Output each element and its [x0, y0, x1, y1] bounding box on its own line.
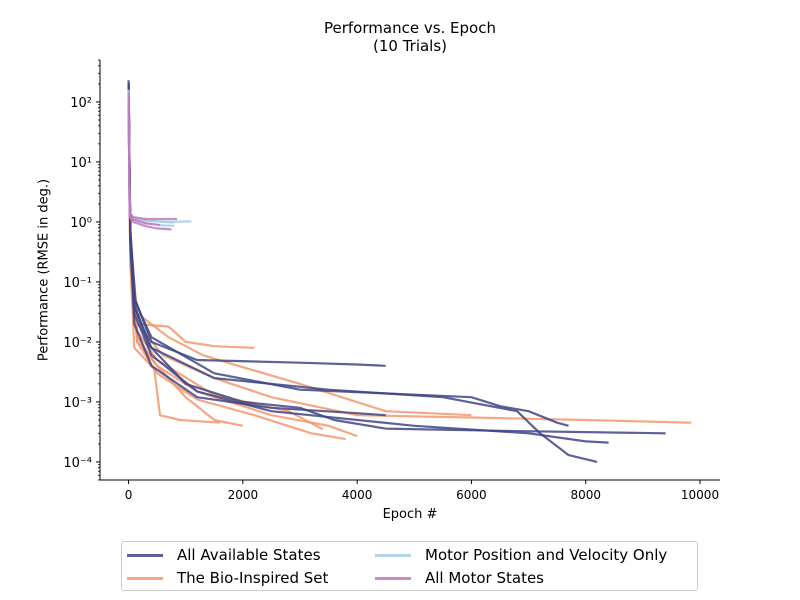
trial-line — [127, 91, 472, 417]
trial-line — [127, 99, 161, 227]
legend-item-all-motor-states: All Motor States — [375, 569, 544, 587]
series-motor-position-and-velocity-only — [127, 89, 192, 227]
trial-line — [127, 82, 666, 435]
legend-swatch — [127, 576, 163, 580]
series-layer — [127, 80, 692, 463]
legend-swatch — [127, 553, 163, 557]
x-axis-label: Epoch # — [382, 507, 438, 522]
x-tick-label: 4000 — [342, 488, 373, 502]
legend-swatch — [375, 553, 411, 557]
y-axis-label: Performance (RMSE in deg.) — [36, 178, 52, 362]
trial-line — [127, 104, 692, 424]
legend-label: Motor Position and Velocity Only — [425, 546, 668, 564]
y-tick-label: 10⁻⁴ — [63, 456, 92, 471]
legend-item-all-available-states: All Available States — [127, 546, 321, 564]
y-tick-label: 10¹ — [70, 156, 92, 171]
trial-line — [127, 93, 175, 224]
trial-line — [127, 104, 324, 431]
trial-line — [127, 97, 358, 438]
series-all-available-states — [127, 80, 666, 463]
legend-item-bio-inspired-set: The Bio-Inspired Set — [127, 569, 328, 587]
x-tick-label: 10000 — [681, 488, 719, 502]
series-the-bio-inspired-set — [127, 91, 692, 441]
y-tick-label: 10⁻¹ — [63, 276, 92, 291]
x-tick-label: 6000 — [456, 488, 487, 502]
x-tick-label: 8000 — [570, 488, 601, 502]
y-tick-label: 10⁻² — [63, 336, 92, 351]
trial-line — [127, 83, 569, 427]
y-tick-label: 10² — [70, 96, 92, 111]
legend-label: The Bio-Inspired Set — [177, 569, 329, 587]
trial-line — [127, 101, 255, 349]
chart-subtitle: (10 Trials) — [372, 37, 448, 55]
x-tick-label: 0 — [125, 488, 133, 502]
plot-axes: 0 2000 4000 6000 8000 10000 10⁻⁴ 10⁻³ 10⁻² 10⁻¹ 10… — [63, 59, 720, 502]
legend-label: All Motor States — [425, 569, 544, 587]
x-tick-label: 2000 — [228, 488, 259, 502]
trial-line — [127, 95, 175, 227]
trial-line — [127, 89, 386, 417]
trial-line — [127, 97, 172, 231]
chart-title: Performance vs. Epoch — [324, 19, 496, 37]
legend-swatch — [375, 576, 411, 580]
y-tick-label: 10⁻³ — [63, 396, 92, 411]
legend: All Available States The Bio-Inspired Se… — [121, 541, 698, 591]
trial-line — [127, 93, 178, 221]
legend-label: All Available States — [177, 546, 321, 564]
legend-item-motor-position-velocity: Motor Position and Velocity Only — [375, 546, 667, 564]
series-all-motor-states — [127, 93, 178, 231]
y-tick-label: 10⁰ — [70, 216, 92, 231]
trial-line — [127, 89, 192, 223]
